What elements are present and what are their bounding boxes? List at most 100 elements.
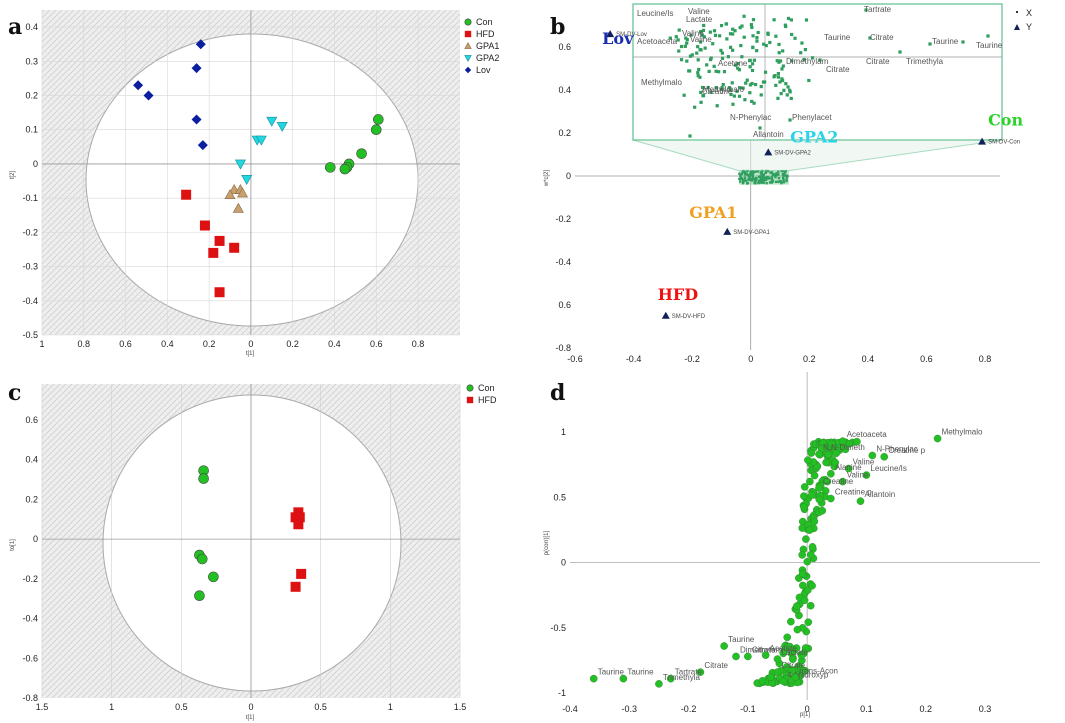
panel-b-inset-point <box>802 57 806 62</box>
panel-a-point-lov <box>195 39 206 50</box>
panel-b-x-variable-point <box>761 179 765 182</box>
panel-b-inset-point <box>780 67 784 71</box>
panel-a-legend-marker <box>464 18 472 26</box>
panel-b-x-variable-point <box>744 179 747 182</box>
panel-b-y-point-tag: SM-DV-GPA1 <box>733 230 770 236</box>
panel-b-inset-point <box>775 59 779 63</box>
panel-b-inset-point <box>786 16 791 21</box>
panel-d-labelled-point <box>933 434 942 443</box>
panel-a-hotelling-ellipse <box>85 33 419 327</box>
panel-d-metabolite-label: trans-Acon <box>799 666 838 675</box>
panel-b-x-variable-point <box>777 180 780 183</box>
panel-a-y-tick-label: -0.1 <box>22 193 38 203</box>
panel-b-inset-point <box>788 88 792 92</box>
panel-d-point <box>798 569 807 578</box>
panel-d-x-tick-label: 0 <box>805 704 810 714</box>
panel-c-x-tick-label: 1.5 <box>454 702 467 712</box>
panel-d-metabolite-label: Acetoaceta <box>847 430 888 439</box>
panel-b-inset-point <box>748 58 752 62</box>
panel-d-point <box>803 557 812 566</box>
panel-b-inset-point <box>740 55 744 59</box>
panel-b-y-tick-label: 0.6 <box>558 42 571 52</box>
panel-d-point <box>786 642 794 651</box>
panel-b-x-variable-point <box>760 172 763 176</box>
panel-a-point-gpa1 <box>237 187 249 198</box>
panel-b-x-variable-point <box>753 170 756 174</box>
panel-b-x-variable-point <box>754 170 758 173</box>
panel-d-y-tick-label: 0.5 <box>553 492 566 502</box>
panel-b-x-variable-point <box>751 177 754 181</box>
panel-b-x-variable-point <box>743 170 747 174</box>
panel-a-legend-marker <box>464 55 472 62</box>
panel-a-point-con <box>324 162 336 173</box>
panel-b-inset-point <box>717 70 721 74</box>
panel-b-inset-point <box>751 62 755 66</box>
panel-b-x-variable-point <box>751 174 754 178</box>
panel-b-inset-metabolite-label: Taurine <box>932 37 959 46</box>
panel-b-inset-point <box>740 24 744 28</box>
panel-b-inset-point <box>703 46 707 50</box>
panel-c-y-tick-label: 0.6 <box>25 415 38 425</box>
panel-b-inset-point <box>759 84 763 89</box>
panel-d-point <box>797 664 805 673</box>
panel-b-x-variable-point <box>740 172 744 176</box>
panel-d-x-tick-label: -0.1 <box>740 704 756 714</box>
panel-b-x-variable-point <box>777 173 780 176</box>
panel-b-inset-point <box>698 30 703 34</box>
panel-a-y-tick-label: 0.2 <box>25 91 38 101</box>
panel-b-x-variable-point <box>785 178 788 181</box>
panel-b-inset-point <box>776 75 781 79</box>
panel-b-inset-point <box>781 78 785 83</box>
panel-b-inset-metabolite-label: Valine <box>690 35 712 44</box>
panel-b-x-variable-point <box>774 175 777 179</box>
panel-b-inset-point <box>731 48 735 52</box>
panel-b-inset-point <box>750 99 754 104</box>
panel-b-x-variable-point <box>747 175 751 178</box>
panel-a-x-tick-label: 0.6 <box>370 339 383 349</box>
panel-b-inset-point <box>679 58 684 62</box>
panel-b-inset-point <box>961 40 965 44</box>
panel-b-inset-point <box>739 43 743 48</box>
panel-b-inset-point <box>699 48 703 52</box>
panel-b-x-variable-cluster <box>738 169 789 185</box>
panel-d-point <box>805 526 814 534</box>
panel-b-x-variable-point <box>777 177 781 180</box>
panel-c-x-tick-label: 1 <box>109 702 114 712</box>
panel-b-x-variable-point <box>769 171 772 175</box>
panel-b-inset-point <box>722 70 727 74</box>
panel-c-y-tick-label: 0.2 <box>25 494 38 504</box>
panel-b-x-tick-label: -0.4 <box>626 354 642 364</box>
panel-b-inset-point <box>707 69 711 73</box>
panel-d-labelled-point <box>779 677 788 686</box>
panel-d-ylabel: p(corr)[1] <box>544 531 550 556</box>
panel-b-x-variable-point <box>753 180 757 183</box>
panel-d-labelled-point <box>838 437 847 445</box>
panel-b-inset-metabolite-label: Tartrate <box>864 5 892 14</box>
panel-a-point-gpa1 <box>224 189 236 200</box>
panel-b-inset-point <box>807 78 811 83</box>
panel-b-x-variable-point <box>756 170 760 173</box>
panel-b-inset-point <box>737 68 742 72</box>
panel-b-x-tick-label: 0.2 <box>803 354 816 364</box>
panel-d-y-tick-label: -0.5 <box>550 623 566 633</box>
panel-b-inset-point <box>737 94 742 98</box>
panel-c-legend-label: Con <box>478 383 495 393</box>
panel-b-inset-point <box>781 64 785 68</box>
panel-c-ylabel: to[1] <box>10 539 16 551</box>
panel-d-labelled-point <box>655 680 663 688</box>
panel-b-inset-point <box>780 77 784 81</box>
panel-a-legend-label: Con <box>476 17 493 27</box>
panel-a-legend-label: Lov <box>476 65 491 75</box>
panel-d-point <box>823 477 832 486</box>
panel-b-inset-point <box>741 86 745 90</box>
panel-b-x-variable-point <box>757 179 761 182</box>
panel-b-inset-point <box>720 56 725 60</box>
panel-b-inset-point <box>752 101 756 105</box>
panel-b-inset-point <box>699 90 703 94</box>
panel-d-point <box>810 471 819 480</box>
panel-b-inset-point <box>696 45 700 49</box>
panel-b-inset-point <box>729 45 733 49</box>
panel-b-y-tick-label: 0.6 <box>558 300 571 310</box>
panel-b-legend-y-label: Y <box>1026 22 1032 32</box>
panel-a-point-gpa2 <box>266 116 278 127</box>
